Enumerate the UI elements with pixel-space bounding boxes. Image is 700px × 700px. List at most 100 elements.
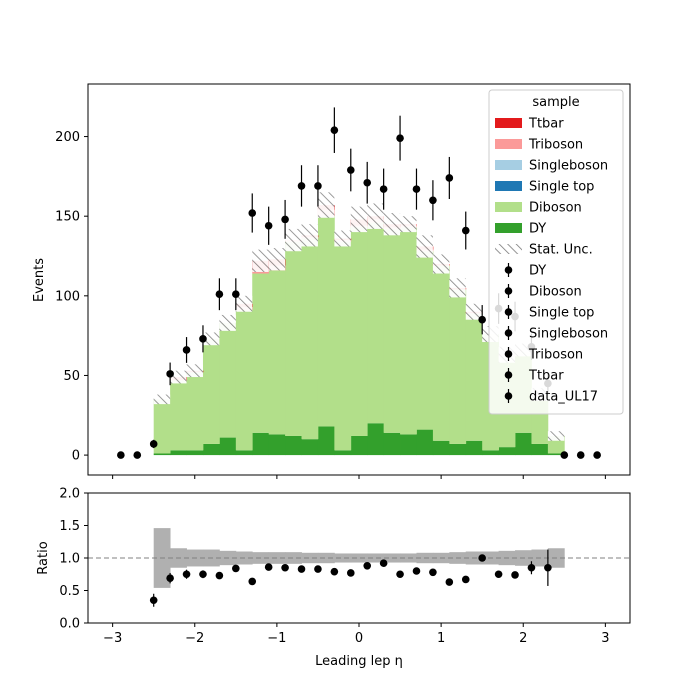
bar-dy [186, 450, 204, 456]
ratio-point [330, 567, 339, 576]
legend-marker-dy [504, 266, 513, 274]
bar-diboson [252, 273, 270, 433]
x-tick-label: −3 [103, 631, 122, 646]
legend-label-singleboson: Singleboson [529, 327, 608, 342]
ratio-unc-band [367, 553, 385, 563]
bar-dy [252, 432, 270, 456]
ratio-x-axis: −3 −2 −1 0 1 2 3 [103, 623, 610, 646]
data-point [445, 174, 454, 182]
bar-dy [235, 450, 253, 456]
main-plot-panel: 0 50 100 150 200 Events sample Ttbar Triboson S… [32, 83, 631, 479]
bar-dy [334, 450, 352, 456]
data-point [264, 221, 273, 230]
data-point [281, 215, 289, 224]
legend-label-diboson: Diboson [529, 201, 582, 216]
data-point [593, 451, 601, 459]
ratio-point [182, 570, 191, 579]
ratio-point [544, 563, 552, 572]
x-axis-label: Leading lep η [315, 654, 403, 669]
bar-diboson [334, 241, 352, 451]
ratio-point [199, 570, 207, 579]
data-point [314, 182, 322, 190]
data-point [232, 290, 240, 299]
ratio-unc-band [301, 552, 319, 564]
legend-swatch-dy [495, 223, 522, 233]
data-point [149, 440, 158, 448]
ratio-unc-band [334, 553, 352, 563]
bar-diboson [400, 227, 417, 435]
stat-unc-band [432, 254, 450, 274]
stat-unc-band [317, 192, 335, 218]
x-tick-label: 3 [601, 631, 609, 646]
ratio-point [363, 562, 372, 570]
stat-unc-band [235, 295, 253, 312]
legend-label-diboson: Diboson [529, 285, 582, 300]
stat-unc-band [252, 249, 269, 272]
x-tick-label: 2 [519, 631, 527, 646]
data-point [560, 451, 569, 459]
ratio-point [281, 563, 289, 572]
stat-unc-band [219, 314, 236, 331]
legend-label-stat.-unc.: Stat. Unc. [529, 243, 593, 258]
ratio-unc-band [268, 552, 286, 564]
data-point [215, 290, 224, 299]
main-y-axis: 0 50 100 150 200 [55, 130, 88, 464]
stat-unc-band [301, 224, 318, 247]
bar-dy [400, 434, 417, 456]
legend-marker-data-ul17 [504, 392, 513, 400]
ratio-y-axis-label: Ratio [36, 541, 51, 574]
legend-label-ttbar: Ttbar [528, 117, 564, 132]
stat-unc-band [465, 303, 483, 320]
data-point [396, 134, 404, 142]
legend-marker-singleboson [504, 329, 513, 337]
ratio-y-tick-label: 0.0 [59, 617, 80, 632]
ratio-unc-band [285, 552, 302, 564]
legend-swatch-single-top [495, 181, 522, 191]
bar-diboson [449, 289, 467, 444]
ratio-unc-band [317, 552, 335, 564]
main-x-axis-ticks [112, 475, 606, 479]
y-tick-label: 50 [63, 369, 80, 384]
ratio-y-tick-label: 0.5 [59, 584, 80, 599]
ratio-point [445, 578, 454, 586]
legend-label-single-top: Single top [529, 306, 594, 321]
legend-box [488, 89, 624, 415]
stat-unc-band [186, 364, 203, 378]
bar-diboson [301, 238, 319, 440]
ratio-y-tick-label: 1.0 [59, 552, 80, 567]
bar-dy [482, 450, 500, 456]
bar-diboson [219, 322, 237, 438]
stat-unc-band [416, 235, 433, 258]
bar-dy [202, 443, 220, 456]
legend-title: sample [532, 95, 579, 110]
y-tick-label: 100 [55, 289, 80, 304]
ratio-point [314, 565, 322, 573]
bar-dy [465, 440, 483, 456]
bar-dy [531, 443, 549, 456]
stat-unc-band [334, 230, 351, 247]
ratio-y-tick-label: 1.5 [59, 519, 80, 534]
legend-swatch-diboson [495, 202, 522, 212]
bar-dy [416, 429, 434, 456]
stat-unc-band [350, 206, 368, 233]
legend: sample Ttbar Triboson Singleboson Single top… [488, 89, 624, 415]
data-point [412, 185, 421, 193]
bar-dy [153, 453, 171, 456]
data-point [478, 315, 486, 324]
ratio-point [461, 575, 470, 584]
bar-dy [498, 447, 516, 456]
legend-label-triboson: Triboson [528, 348, 583, 363]
bar-dy [547, 453, 565, 456]
bar-dy [317, 426, 335, 456]
bar-dy [219, 437, 237, 456]
bar-diboson [170, 380, 187, 451]
bar-dy [268, 434, 286, 456]
bar-dy [350, 435, 368, 456]
y-tick-label: 0 [72, 449, 80, 464]
data-point [576, 451, 585, 459]
ratio-point [215, 571, 224, 580]
bar-dy [367, 423, 385, 456]
ratio-point [248, 577, 257, 586]
ratio-plot-panel: 0.0 0.5 1.0 1.5 2.0 −3 −2 −1 0 1 2 3 Ratio Leading… [36, 487, 631, 669]
